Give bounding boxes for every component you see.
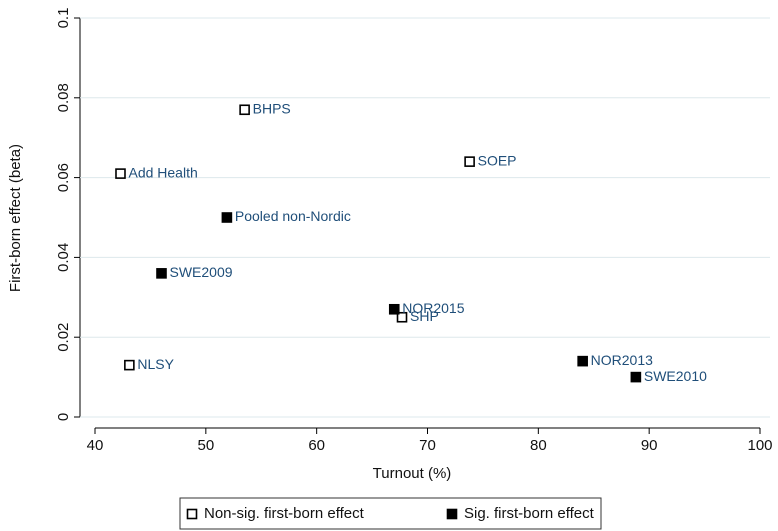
legend [179,497,602,530]
point-label: Add Health [128,164,197,180]
y-axis-title: First-born effect (beta) [7,144,24,292]
y-tick-label: 0.06 [55,163,72,192]
x-axis-title: Turnout (%) [373,465,452,482]
point [124,359,135,371]
x-tick-label: 90 [641,437,658,454]
x-tick-label: 50 [197,437,214,454]
point-label: NOR2013 [591,352,653,368]
legend-marker [446,508,458,520]
point-label: SWE2009 [170,264,233,280]
y-tick-label: 0.08 [55,83,72,112]
point [221,212,233,223]
point-label: NOR2015 [402,300,464,316]
point-label: NLSY [137,356,174,372]
x-tick-label: 80 [530,437,547,454]
y-tick-label: 0.02 [55,323,72,352]
point [630,371,642,383]
x-tick-label: 60 [308,437,325,454]
point [464,156,475,167]
point-label: Pooled non-Nordic [235,208,351,224]
point-label: SWE2010 [644,368,707,384]
x-tick-label: 100 [747,437,772,454]
legend-label: Sig. first-born effect [464,505,595,522]
point [577,355,588,367]
y-tick-label: 0.1 [55,8,72,29]
point [115,168,126,179]
point [396,311,408,323]
y-tick-label: 0 [55,413,72,421]
x-tick-label: 70 [419,437,436,454]
point [156,268,167,279]
point [239,104,250,116]
point-label: SOEP [478,152,517,168]
y-tick-label: 0.04 [55,243,72,272]
point-label: BHPS [253,100,291,116]
legend-label: Non-sig. first-born effect [204,505,365,522]
point-label: SHP [410,308,439,324]
x-tick-label: 40 [87,437,104,454]
legend-marker [186,508,198,520]
point [388,303,400,315]
